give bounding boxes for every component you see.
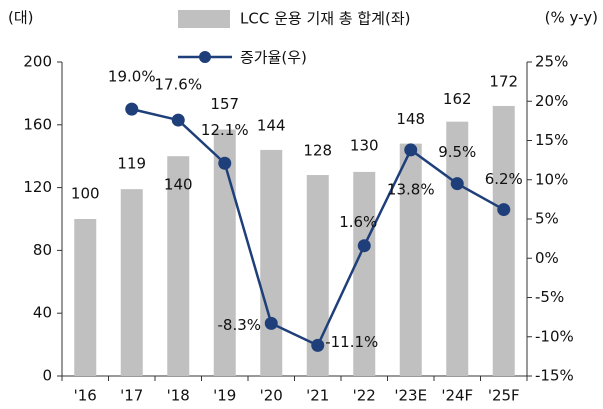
line-value-label: 9.5% [438, 143, 476, 161]
y2-tick-label: -10% [535, 327, 574, 345]
line-value-label: -8.3% [217, 316, 261, 334]
bar [306, 175, 329, 376]
bar [74, 219, 97, 376]
line-marker [264, 316, 278, 330]
legend-label: 증가율(우) [240, 49, 307, 67]
bar [120, 189, 143, 376]
y2-tick-label: 15% [535, 131, 568, 149]
y2-tick-label: 20% [535, 92, 568, 110]
x-tick-label: '23E [394, 387, 427, 405]
y-tick-label: 0 [42, 367, 52, 385]
y-tick-label: 200 [23, 53, 52, 71]
x-tick-label: '18 [167, 387, 190, 405]
bar-value-label: 140 [164, 176, 193, 194]
legend-marker [199, 51, 211, 63]
bar-value-label: 162 [443, 90, 472, 108]
x-tick-label: '20 [260, 387, 283, 405]
bar [167, 156, 190, 376]
line-value-label: 13.8% [387, 180, 435, 198]
y2-tick-label: 0% [535, 249, 559, 267]
line-value-label: 1.6% [339, 213, 377, 231]
line-value-label: 17.6% [154, 76, 202, 94]
y-tick-label: 40 [33, 304, 52, 322]
line-value-label: 12.1% [201, 121, 249, 139]
line-value-label: -11.1% [325, 333, 378, 351]
line-marker [311, 338, 325, 352]
y2-tick-label: 25% [535, 53, 568, 71]
bar-value-label: 157 [210, 95, 239, 113]
y2-axis-label: (% y-y) [545, 9, 598, 27]
bar [353, 171, 376, 376]
line-marker [497, 203, 511, 217]
bar-value-label: 128 [303, 142, 332, 160]
bar-value-label: 172 [489, 72, 518, 90]
legend-swatch [178, 10, 230, 28]
bar-value-label: 119 [117, 155, 146, 173]
line-marker [357, 239, 371, 253]
x-tick-label: '21 [306, 387, 329, 405]
y-axis-label: (대) [8, 9, 34, 27]
x-tick-label: '24F [441, 387, 473, 405]
x-tick-label: '22 [353, 387, 376, 405]
x-tick-label: '25F [488, 387, 520, 405]
y-tick-label: 160 [23, 115, 52, 133]
x-tick-label: '16 [74, 387, 97, 405]
bar-value-label: 144 [257, 116, 286, 134]
y2-tick-label: 10% [535, 170, 568, 188]
line-value-label: 19.0% [108, 68, 156, 86]
y2-tick-label: -5% [535, 288, 564, 306]
x-tick-label: '19 [213, 387, 236, 405]
line-marker [404, 143, 418, 157]
bar [399, 143, 422, 376]
line-marker [218, 156, 232, 170]
x-tick-label: '17 [120, 387, 143, 405]
bar-value-label: 130 [350, 136, 379, 154]
bar [492, 105, 515, 377]
y-tick-label: 80 [33, 241, 52, 259]
bar-value-label: 148 [396, 110, 425, 128]
line-marker [171, 113, 185, 127]
line-marker [450, 177, 464, 191]
y-tick-label: 120 [23, 178, 52, 196]
y2-tick-label: 5% [535, 210, 559, 228]
y2-tick-label: -15% [535, 367, 574, 385]
bar-value-label: 100 [71, 185, 100, 203]
bar [260, 149, 283, 376]
bar [213, 129, 236, 376]
line-marker [125, 102, 139, 116]
line-value-label: 6.2% [485, 170, 523, 188]
legend-label: LCC 운용 기재 총 합계(좌) [240, 10, 410, 28]
